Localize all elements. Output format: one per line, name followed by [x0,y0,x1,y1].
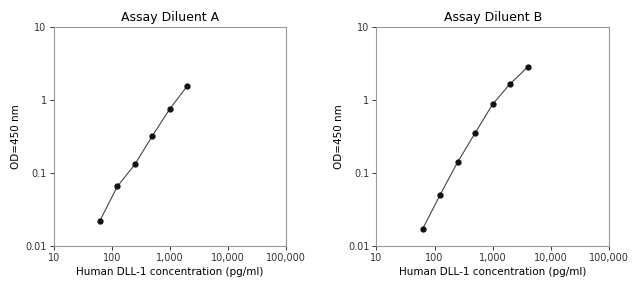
Title: Assay Diluent B: Assay Diluent B [444,11,542,24]
Title: Assay Diluent A: Assay Diluent A [121,11,219,24]
X-axis label: Human DLL-1 concentration (pg/ml): Human DLL-1 concentration (pg/ml) [399,267,586,277]
Y-axis label: OD=450 nm: OD=450 nm [11,104,21,168]
Y-axis label: OD=450 nm: OD=450 nm [334,104,344,168]
X-axis label: Human DLL-1 concentration (pg/ml): Human DLL-1 concentration (pg/ml) [76,267,264,277]
